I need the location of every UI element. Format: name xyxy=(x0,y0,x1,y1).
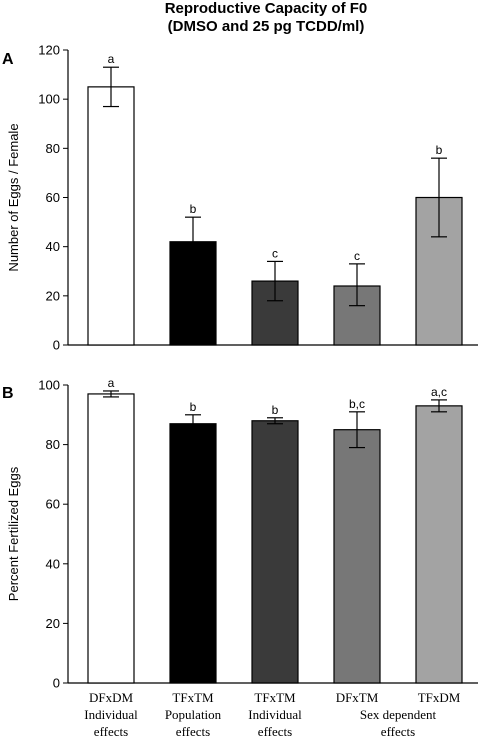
y-tick-label-A-60: 60 xyxy=(46,190,60,205)
category-label-1: DFxDM xyxy=(89,690,134,705)
y-tick-label-A-0: 0 xyxy=(53,338,60,353)
category-label-5: TFxDM xyxy=(418,690,461,705)
significance-label-B-2: b xyxy=(190,400,197,414)
group-label-2-line-2: effects xyxy=(176,724,210,739)
bar-A-1 xyxy=(87,86,135,346)
y-tick-label-A-20: 20 xyxy=(46,288,60,303)
y-tick-label-A-80: 80 xyxy=(46,141,60,156)
y-tick-label-A-120: 120 xyxy=(38,43,60,58)
chart-title-line-2: (DMSO and 25 pg TCDD/ml) xyxy=(168,18,365,35)
y-tick-label-B-0: 0 xyxy=(53,676,60,691)
group-label-4-line-1: Sex dependent xyxy=(360,707,437,722)
significance-label-B-4: b,c xyxy=(349,397,365,411)
y-tick-label-B-20: 20 xyxy=(46,616,60,631)
category-label-3: TFxTM xyxy=(254,690,296,705)
chart-title-line-1: Reproductive Capacity of F0 xyxy=(165,0,368,17)
y-tick-label-B-100: 100 xyxy=(38,378,60,393)
group-label-1-line-2: effects xyxy=(94,724,128,739)
bar-B-5 xyxy=(415,405,463,684)
significance-label-A-5: b xyxy=(436,143,443,157)
group-label-3-line-1: Individual xyxy=(248,707,302,722)
y-axis-label-B: Percent Fertilized Eggs xyxy=(6,466,21,601)
y-tick-label-B-80: 80 xyxy=(46,437,60,452)
significance-label-A-4: c xyxy=(354,249,360,263)
group-label-1-line-1: Individual xyxy=(84,707,138,722)
significance-label-A-2: b xyxy=(190,202,197,216)
significance-label-B-1: a xyxy=(108,376,115,390)
bar-B-4 xyxy=(333,429,381,684)
significance-label-B-3: b xyxy=(272,403,279,417)
group-label-2-line-1: Population xyxy=(165,707,222,722)
significance-label-B-5: a,c xyxy=(431,385,447,399)
y-axis-label-A: Number of Eggs / Female xyxy=(6,123,21,271)
bar-B-3 xyxy=(251,420,299,684)
significance-label-A-3: c xyxy=(272,246,278,260)
bar-B-2 xyxy=(169,423,217,684)
group-label-3-line-2: effects xyxy=(258,724,292,739)
category-label-2: TFxTM xyxy=(172,690,214,705)
significance-label-A-1: a xyxy=(108,52,115,66)
y-tick-label-B-40: 40 xyxy=(46,556,60,571)
group-label-4-line-2: effects xyxy=(381,724,415,739)
panel-letter-A: A xyxy=(2,51,14,68)
y-tick-label-A-100: 100 xyxy=(38,92,60,107)
y-tick-label-A-40: 40 xyxy=(46,239,60,254)
bar-B-1 xyxy=(87,393,135,684)
category-label-4: DFxTM xyxy=(336,690,379,705)
panel-letter-B: B xyxy=(2,385,14,402)
y-tick-label-B-60: 60 xyxy=(46,497,60,512)
